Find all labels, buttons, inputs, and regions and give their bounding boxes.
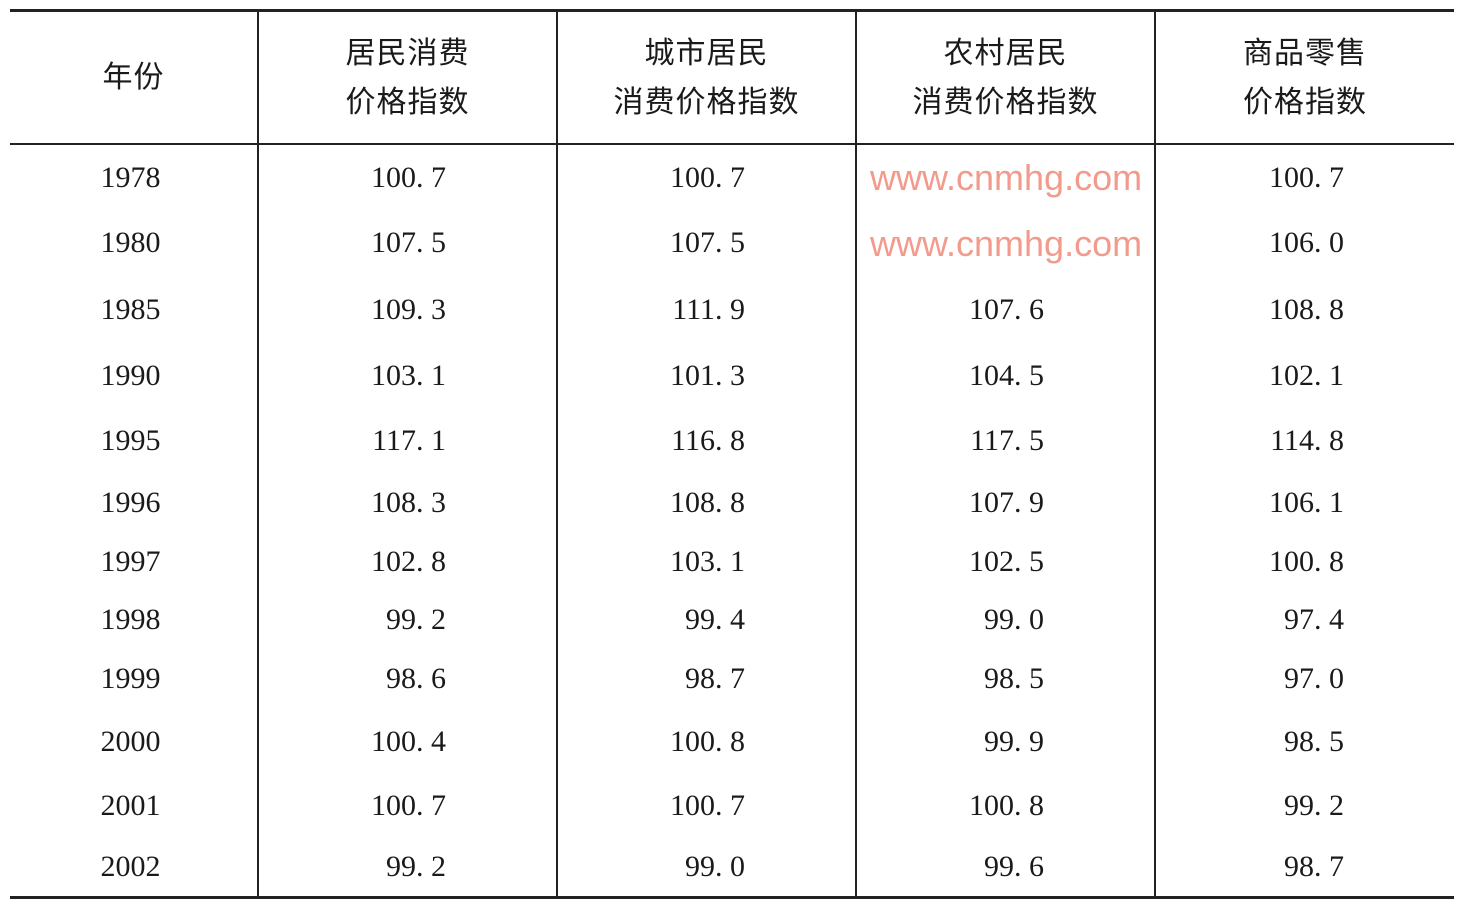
cell-rural-cpi: 104. 5 bbox=[855, 343, 1155, 409]
header-year: 年份 bbox=[10, 10, 258, 145]
cell-urban-cpi: 103. 1 bbox=[556, 533, 856, 591]
header-line: 价格指数 bbox=[345, 85, 470, 119]
cell-rural-cpi: 102. 5 bbox=[855, 533, 1155, 591]
table-row: 1999 98. 6 98. 7 98. 5 97. 0 bbox=[10, 649, 1454, 709]
cell-retail-price-index: 102. 1 bbox=[1154, 343, 1454, 409]
cell-cpi: 102. 8 bbox=[257, 533, 557, 591]
header-line: 消费价格指数 bbox=[613, 85, 800, 119]
price-index-table: 年份 居民消费价格指数 城市居民消费价格指数 农村居民消费价格指数 商品零售价格… bbox=[10, 9, 1454, 899]
cell-retail-price-index: 114. 8 bbox=[1154, 409, 1454, 473]
table-row: 1998 99. 2 99. 4 99. 0 97. 4 bbox=[10, 591, 1454, 649]
cell-cpi: 100. 7 bbox=[257, 144, 557, 210]
cell-urban-cpi: 98. 7 bbox=[556, 649, 856, 709]
table-row: 1996 108. 3 108. 8 107. 9 106. 1 bbox=[10, 473, 1454, 533]
cell-year: 1978 bbox=[100, 160, 161, 194]
cell-rural-cpi: 98. 5 bbox=[855, 649, 1155, 709]
table-row: 1978 100. 7 100. 7 100. 7 bbox=[10, 144, 1454, 210]
cell-year: 1995 bbox=[100, 424, 161, 457]
table-row: 1997 102. 8 103. 1 102. 5 100. 8 bbox=[10, 533, 1454, 591]
cell-retail-price-index: 97. 4 bbox=[1154, 591, 1454, 649]
cell-year: 1996 bbox=[100, 486, 161, 519]
cell-rural-cpi: 99. 6 bbox=[855, 838, 1155, 897]
cell-year: 1985 bbox=[100, 292, 161, 326]
cell-rural-cpi bbox=[855, 144, 1155, 210]
cell-cpi: 108. 3 bbox=[257, 473, 557, 533]
cell-retail-price-index: 98. 5 bbox=[1154, 709, 1454, 774]
header-line: 居民消费 bbox=[345, 36, 470, 70]
cell-retail-price-index: 98. 7 bbox=[1154, 838, 1454, 897]
header-line: 价格指数 bbox=[1243, 85, 1367, 119]
cell-year: 2002 bbox=[100, 849, 161, 883]
cell-cpi: 109. 3 bbox=[257, 276, 557, 343]
table-row: 1990 103. 1 101. 3 104. 5 102. 1 bbox=[10, 343, 1454, 409]
header-retail-price-index: 商品零售 价格指数 bbox=[1154, 10, 1454, 145]
header-line: 农村居民 bbox=[943, 36, 1068, 70]
header-row: 年份 居民消费价格指数 城市居民消费价格指数 农村居民消费价格指数 商品零售价格… bbox=[10, 10, 1454, 145]
cell-urban-cpi: 100. 8 bbox=[556, 709, 856, 774]
header-line: 消费价格指数 bbox=[912, 85, 1099, 119]
cell-year: 1999 bbox=[100, 662, 161, 695]
cell-urban-cpi: 101. 3 bbox=[556, 343, 856, 409]
cell-year: 1998 bbox=[100, 603, 161, 636]
header-line: 城市居民 bbox=[644, 36, 769, 70]
cell-rural-cpi: 107. 9 bbox=[855, 473, 1155, 533]
cell-retail-price-index: 106. 1 bbox=[1154, 473, 1454, 533]
cell-rural-cpi: 117. 5 bbox=[855, 409, 1155, 473]
cell-urban-cpi: 99. 4 bbox=[556, 591, 856, 649]
cell-urban-cpi: 100. 7 bbox=[556, 774, 856, 838]
header-line: 商品零售 bbox=[1243, 36, 1367, 70]
cell-retail-price-index: 106. 0 bbox=[1154, 210, 1454, 276]
cell-rural-cpi bbox=[855, 210, 1155, 276]
cell-year: 1997 bbox=[100, 545, 161, 578]
cell-urban-cpi: 111. 9 bbox=[556, 276, 856, 343]
cell-retail-price-index: 97. 0 bbox=[1154, 649, 1454, 709]
cell-cpi: 117. 1 bbox=[257, 409, 557, 473]
cell-cpi: 100. 4 bbox=[257, 709, 557, 774]
header-cpi: 居民消费 价格指数 bbox=[257, 10, 557, 145]
cell-rural-cpi: 99. 0 bbox=[855, 591, 1155, 649]
table-row: 1985 109. 3 111. 9 107. 6 108. 8 bbox=[10, 276, 1454, 343]
table-row: 2002 99. 2 99. 0 99. 6 98. 7 bbox=[10, 838, 1454, 897]
cell-year: 1980 bbox=[100, 226, 161, 259]
cell-urban-cpi: 100. 7 bbox=[556, 144, 856, 210]
header-line: 年份 bbox=[102, 61, 165, 94]
table-row: 2000 100. 4 100. 8 99. 9 98. 5 bbox=[10, 709, 1454, 774]
cell-retail-price-index: 100. 8 bbox=[1154, 533, 1454, 591]
cell-cpi: 100. 7 bbox=[257, 774, 557, 838]
header-rural-cpi: 农村居民消费价格指数 bbox=[855, 10, 1155, 145]
cell-year: 2001 bbox=[100, 789, 161, 822]
cell-cpi: 107. 5 bbox=[257, 210, 557, 276]
cell-cpi: 99. 2 bbox=[257, 591, 557, 649]
cell-cpi: 103. 1 bbox=[257, 343, 557, 409]
cell-year: 2000 bbox=[100, 724, 161, 758]
cell-rural-cpi: 107. 6 bbox=[855, 276, 1155, 343]
cell-rural-cpi: 100. 8 bbox=[855, 774, 1155, 838]
cell-urban-cpi: 107. 5 bbox=[556, 210, 856, 276]
table-row: 1995 117. 1 116. 8 117. 5 114. 8 bbox=[10, 409, 1454, 473]
cell-retail-price-index: 100. 7 bbox=[1154, 144, 1454, 210]
cell-retail-price-index: 108. 8 bbox=[1154, 276, 1454, 343]
table-row: 1980 107. 5 107. 5 106. 0 bbox=[10, 210, 1454, 276]
cell-urban-cpi: 116. 8 bbox=[556, 409, 856, 473]
cell-urban-cpi: 108. 8 bbox=[556, 473, 856, 533]
cell-cpi: 99. 2 bbox=[257, 838, 557, 897]
header-urban-cpi: 城市居民消费价格指数 bbox=[556, 10, 856, 145]
cell-urban-cpi: 99. 0 bbox=[556, 838, 856, 897]
cell-rural-cpi: 99. 9 bbox=[855, 709, 1155, 774]
cell-year: 1990 bbox=[100, 359, 161, 392]
cell-cpi: 98. 6 bbox=[257, 649, 557, 709]
cell-retail-price-index: 99. 2 bbox=[1154, 774, 1454, 838]
table-row: 2001 100. 7 100. 7 100. 8 99. 2 bbox=[10, 774, 1454, 838]
